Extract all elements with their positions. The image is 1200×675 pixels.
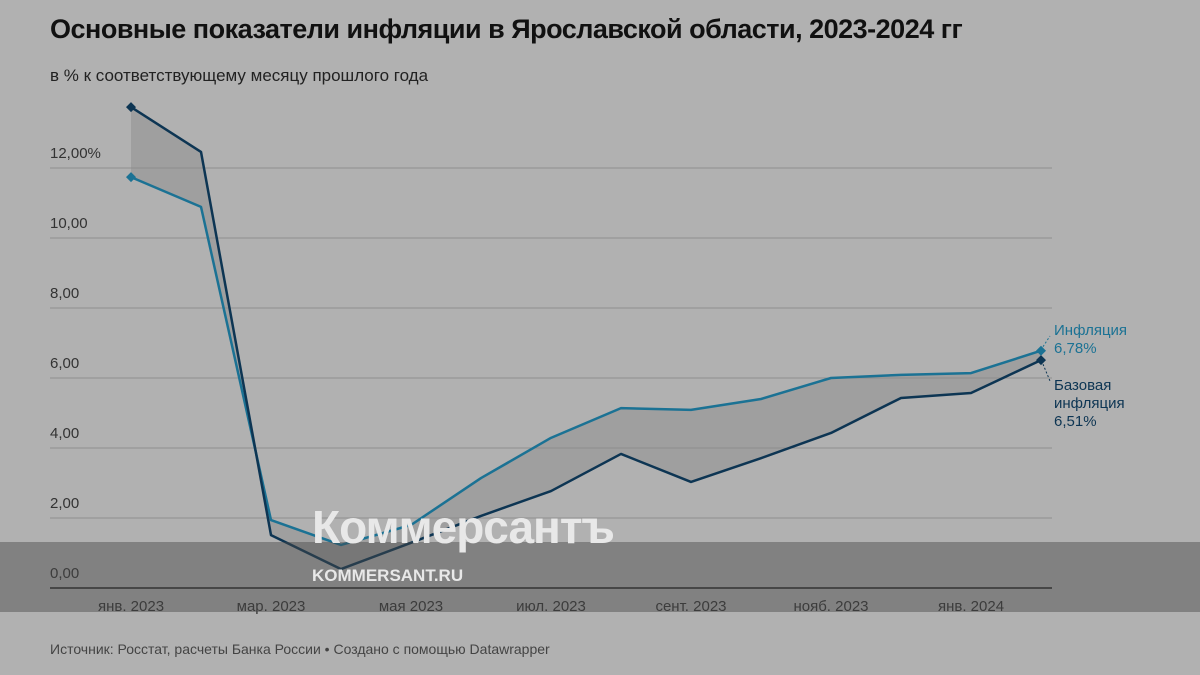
series-line: [130, 175, 1042, 547]
legend-entry: Базовая инфляция: [1054, 377, 1125, 412]
watermark-logo: Коммерсантъ: [312, 501, 615, 553]
y-tick-label: 10,00: [50, 215, 88, 232]
label-leader: [1042, 335, 1051, 347]
y-tick-label: 12,00%: [50, 145, 101, 162]
y-tick-label: 0,00: [50, 565, 79, 582]
y-tick-label: 2,00: [50, 495, 79, 512]
x-tick-label: мар. 2023: [237, 598, 306, 615]
chart-subtitle: в % к соответствующему месяцу прошлого г…: [50, 66, 429, 85]
data-label: 6,51%: [1054, 413, 1097, 430]
end-label: Базовая инфляция 6,51%: [1054, 377, 1154, 431]
watermark-band: [0, 542, 1200, 612]
watermark-url: KOMMERSANT.RU: [312, 566, 464, 585]
x-tick-label: янв. 2024: [938, 598, 1004, 615]
y-tick-label: 6,00: [50, 355, 79, 372]
x-tick-label: мая 2023: [379, 598, 443, 615]
x-tick-label: сент. 2023: [655, 598, 726, 615]
source: Источник: Росстат, расчеты Банка России …: [50, 641, 550, 657]
point-marker: [126, 172, 136, 183]
point-marker: [126, 102, 136, 113]
x-tick-label: янв. 2023: [98, 598, 164, 615]
series-line: [130, 106, 1042, 571]
y-tick-label: 4,00: [50, 425, 79, 442]
x-tick-label: июл. 2023: [516, 598, 586, 615]
x-tick-label: нояб. 2023: [793, 598, 868, 615]
chart-title: Основные показатели инфляции в Ярославск…: [50, 14, 963, 44]
y-tick-label: 8,00: [50, 285, 79, 302]
label-leader: [1042, 363, 1051, 382]
end-label: Инфляция 6,78%: [1054, 322, 1154, 358]
legend-entry: Инфляция: [1054, 322, 1128, 339]
data-label: 6,78%: [1054, 340, 1097, 357]
point-marker: [1036, 355, 1046, 366]
point-marker: [1036, 345, 1046, 356]
